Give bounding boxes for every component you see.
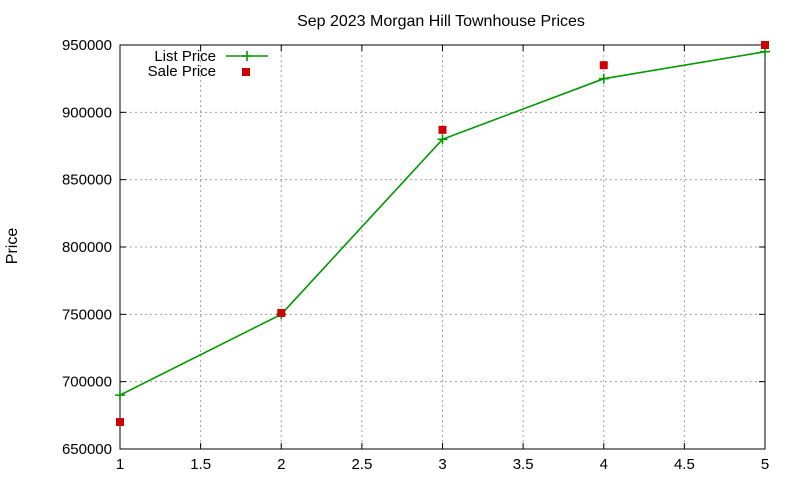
grid-lines bbox=[120, 45, 765, 449]
x-tick-label: 5 bbox=[761, 456, 769, 473]
legend-list-price-label: List Price bbox=[154, 48, 216, 65]
y-tick-label: 700000 bbox=[62, 374, 112, 391]
sale-price-point bbox=[116, 418, 124, 427]
legend: List Price Sale Price bbox=[148, 48, 268, 80]
x-tick-label: 2 bbox=[277, 456, 285, 473]
x-tick-label: 1 bbox=[116, 456, 124, 473]
x-tick-label: 2.5 bbox=[351, 456, 372, 473]
chart-title: Sep 2023 Morgan Hill Townhouse Prices bbox=[297, 13, 585, 30]
x-tick-label: 3.5 bbox=[513, 456, 534, 473]
sale-price-point bbox=[599, 61, 608, 70]
x-tick-label: 3 bbox=[438, 456, 446, 473]
legend-sale-price-marker bbox=[242, 68, 250, 76]
y-tick-label: 650000 bbox=[62, 441, 112, 458]
y-tick-label: 800000 bbox=[62, 239, 112, 256]
list-price-line bbox=[119, 50, 766, 396]
sale-price-point bbox=[277, 308, 286, 317]
x-tick-label: 1.5 bbox=[190, 456, 211, 473]
y-tick-label: 950000 bbox=[62, 37, 112, 54]
sale-price-point bbox=[761, 41, 769, 49]
series-layer bbox=[115, 41, 770, 427]
list-price-point bbox=[598, 73, 609, 84]
y-tick-label: 850000 bbox=[62, 172, 112, 189]
list-price-point bbox=[115, 390, 125, 401]
y-tick-label: 900000 bbox=[62, 104, 112, 121]
list-price-point bbox=[437, 134, 448, 145]
legend-list-price-marker bbox=[242, 51, 252, 61]
axis-ticks: 1 1.5 2 2.5 3 3.5 4 4.5 5 650000 700000 750000 80000… bbox=[62, 37, 769, 473]
y-tick-label: 750000 bbox=[62, 306, 112, 323]
y-axis-label: Price bbox=[4, 228, 21, 265]
legend-sale-price-label: Sale Price bbox=[148, 63, 216, 80]
sale-price-point bbox=[438, 125, 447, 134]
x-tick-label: 4 bbox=[600, 456, 608, 473]
x-tick-label: 4.5 bbox=[674, 456, 695, 473]
